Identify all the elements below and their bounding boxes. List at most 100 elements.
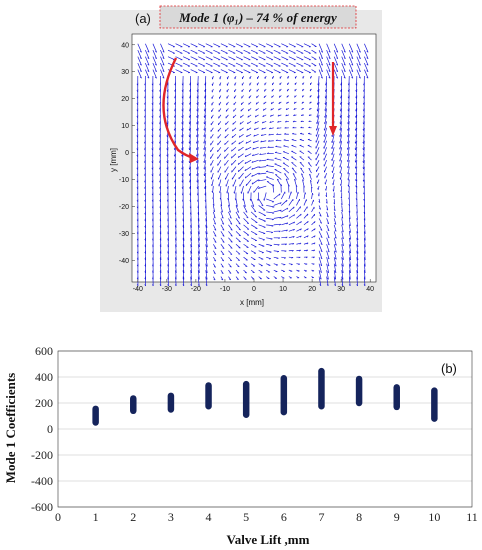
vector-head [229, 272, 232, 274]
velocity-vector [212, 211, 216, 219]
vector-head [167, 238, 169, 241]
vector-head [286, 207, 289, 210]
velocity-vector [316, 121, 320, 131]
velocity-vector [310, 180, 312, 187]
velocity-vector [266, 159, 274, 161]
vector-head [279, 209, 282, 212]
velocity-vector [196, 160, 199, 170]
vector-head [308, 132, 310, 134]
vector-head [181, 141, 183, 144]
velocity-vector [311, 199, 314, 206]
velocity-vector [213, 257, 217, 262]
vector-head [144, 96, 146, 99]
vector-head [246, 222, 249, 224]
vector-head [162, 70, 165, 72]
vector-head [328, 76, 331, 79]
vector-head [317, 194, 320, 197]
vector-head [362, 103, 365, 105]
panel-b-x-ticks: 0 1 2 3 4 5 6 7 8 9 10 11 [55, 510, 478, 524]
velocity-vector [281, 207, 289, 213]
velocity-vector [196, 121, 199, 131]
vector-head [198, 245, 200, 248]
velocity-vector [189, 95, 192, 105]
vector-head [320, 70, 323, 73]
vector-head [151, 226, 154, 228]
vector-head [334, 284, 336, 287]
velocity-vector [284, 173, 290, 180]
vector-head [336, 50, 339, 53]
velocity-vector [308, 168, 312, 174]
vector-head [314, 221, 316, 224]
velocity-vector [259, 153, 267, 156]
vector-head [152, 232, 154, 235]
velocity-vector [258, 56, 266, 61]
velocity-vector [303, 49, 311, 54]
velocity-vector [341, 69, 346, 79]
velocity-vector [145, 69, 150, 79]
x-tick-label: 10 [279, 286, 287, 293]
velocity-vector [303, 249, 308, 252]
velocity-vector [355, 153, 358, 163]
velocity-vector [273, 49, 281, 54]
velocity-vector [363, 140, 365, 151]
x-tick-label: 2 [130, 510, 136, 524]
vector-head [237, 162, 240, 165]
velocity-vector [247, 185, 252, 194]
velocity-vector [231, 172, 237, 180]
velocity-vector [339, 147, 343, 156]
vector-head [355, 191, 357, 194]
vector-head [159, 232, 162, 235]
vector-head [214, 241, 217, 243]
velocity-vector [307, 139, 312, 142]
vector-head [293, 228, 295, 231]
vector-head [229, 266, 232, 268]
velocity-vector [363, 166, 365, 176]
vector-head [190, 284, 192, 287]
velocity-vector [355, 134, 358, 144]
velocity-vector [235, 250, 241, 255]
velocity-vector [250, 56, 259, 61]
vector-head [349, 237, 351, 240]
vector-head [254, 115, 257, 118]
velocity-vector [307, 162, 312, 167]
vector-head [327, 257, 330, 260]
vector-head [347, 122, 349, 125]
vector-head [253, 134, 256, 137]
velocity-vector [152, 50, 157, 59]
velocity-vector [347, 127, 350, 138]
velocity-vector [228, 43, 236, 48]
velocity-vector [231, 134, 237, 139]
velocity-vector [243, 43, 251, 48]
velocity-vector [266, 176, 274, 180]
vector-head [144, 128, 146, 131]
velocity-vector [282, 162, 290, 167]
vector-head [205, 238, 208, 241]
velocity-vector [250, 269, 255, 273]
vector-head [190, 245, 193, 248]
vector-head [351, 63, 354, 66]
velocity-vector [347, 121, 350, 131]
vector-head [363, 271, 366, 274]
vector-head [293, 101, 296, 104]
vector-head [308, 168, 311, 170]
vector-head [301, 173, 303, 175]
vector-head [300, 213, 302, 216]
velocity-vector [355, 108, 358, 118]
velocity-vector [273, 263, 278, 266]
velocity-vector [167, 134, 169, 144]
velocity-vector [311, 221, 316, 226]
vector-head [144, 141, 146, 144]
velocity-vector [228, 256, 232, 262]
vector-head [319, 208, 321, 210]
vector-head [181, 154, 183, 157]
velocity-vector [174, 147, 176, 157]
velocity-vector [243, 250, 249, 255]
vector-head [363, 218, 366, 221]
vector-head [334, 229, 337, 232]
vector-head [190, 232, 192, 235]
vector-head [204, 90, 206, 92]
velocity-vector [311, 69, 317, 73]
vector-head [174, 187, 176, 190]
velocity-vector [235, 56, 243, 61]
velocity-vector [258, 62, 266, 67]
